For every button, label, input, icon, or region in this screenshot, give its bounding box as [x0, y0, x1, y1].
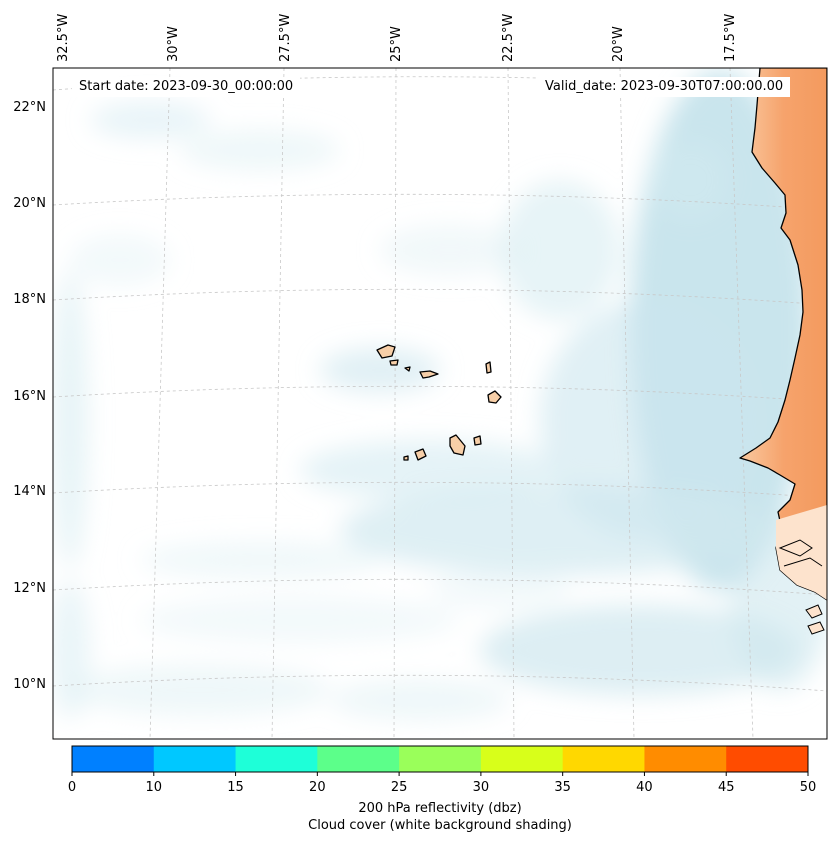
colorbar-segment	[317, 746, 400, 772]
colorbar-segment	[399, 746, 482, 772]
island-maio	[473, 435, 482, 446]
colorbar-segment	[235, 746, 318, 772]
lat-label: 22°N	[13, 100, 46, 115]
island-sao-nicolau	[419, 370, 439, 379]
colorbar-tick-label: 15	[227, 780, 244, 795]
start-date-label: Start date: 2023-09-30_00:00:00	[72, 77, 301, 97]
lat-label: 20°N	[13, 196, 46, 211]
lat-label: 10°N	[13, 677, 46, 692]
lat-label: 14°N	[13, 484, 46, 499]
colorbar-tick-label: 30	[473, 780, 490, 795]
colorbar-tick-label: 25	[391, 780, 408, 795]
lon-label: 27.5°W	[278, 14, 293, 62]
island-santo-antao	[376, 344, 396, 359]
island-sao-vicente	[389, 359, 399, 366]
colorbar-segment	[72, 746, 155, 772]
colorbar-segment	[153, 746, 237, 772]
island-boa-vista	[487, 390, 502, 404]
colorbar-label-cloud-cover: Cloud cover (white background shading)	[308, 818, 572, 833]
lon-label: 22.5°W	[501, 14, 516, 62]
lon-label: 20°W	[611, 26, 626, 62]
colorbar-tick-label: 50	[800, 780, 817, 795]
island-santiago	[449, 434, 466, 456]
colorbar-tick-label: 40	[636, 780, 653, 795]
colorbar-tick-label: 45	[718, 780, 735, 795]
island-sal	[485, 361, 492, 374]
colorbar-tick-label: 20	[309, 780, 326, 795]
island-santa-luzia	[404, 366, 411, 372]
colorbar-tick-label: 35	[554, 780, 571, 795]
colorbar-segment	[726, 746, 809, 772]
africa-coast	[739, 68, 827, 635]
colorbar-segment	[644, 746, 727, 772]
colorbar-frame	[71, 745, 809, 773]
lon-label: 30°W	[166, 26, 181, 62]
map-border	[52, 67, 828, 740]
colorbar-segment	[562, 746, 645, 772]
latitude-labels: 22°N 20°N 18°N 16°N 14°N 12°N 10°N	[13, 100, 46, 692]
longitude-labels: 32.5°W 30°W 27.5°W 25°W 22.5°W 20°W 17.5…	[56, 14, 738, 62]
colorbar-segment	[480, 746, 564, 772]
valid-date-label: Valid_date: 2023-09-30T07:00:00.00	[538, 77, 791, 97]
cape-verde-islands	[376, 344, 502, 461]
lon-label: 17.5°W	[723, 14, 738, 62]
lat-label: 12°N	[13, 581, 46, 596]
colorbar: 0 10 15 20 25 30 35 40 45 50	[68, 745, 817, 795]
colorbar-tick-label: 10	[146, 780, 163, 795]
lon-label: 25°W	[389, 26, 404, 62]
lat-label: 18°N	[13, 292, 46, 307]
graticule	[53, 68, 827, 739]
lat-label: 16°N	[13, 389, 46, 404]
island-brava	[403, 455, 409, 461]
lon-label: 32.5°W	[56, 14, 71, 62]
colorbar-label-reflectivity: 200 hPa reflectivity (dbz)	[358, 801, 522, 816]
island-fogo	[414, 448, 427, 461]
colorbar-tick-label: 0	[68, 780, 76, 795]
